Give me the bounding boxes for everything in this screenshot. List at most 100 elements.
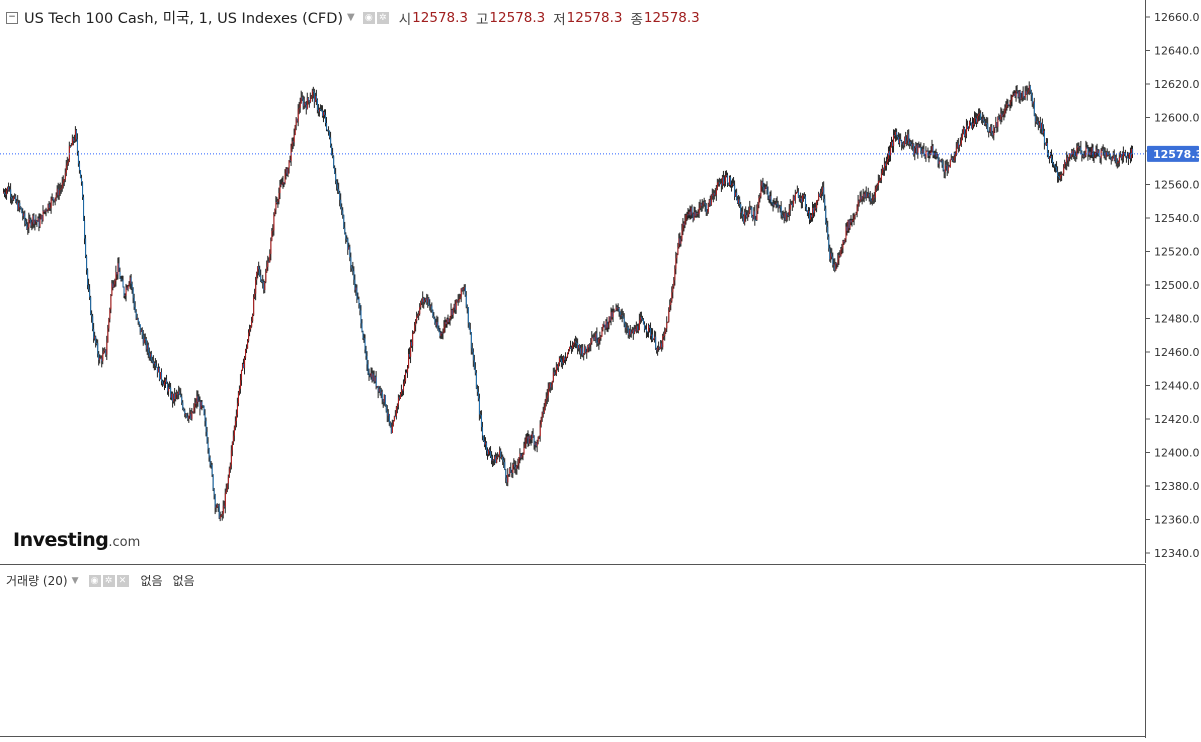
candle-body [469,329,471,333]
candle-body [369,375,371,377]
low-label: 저 [553,11,566,28]
candle-body [422,297,424,303]
candle-body [370,373,372,377]
candle-body [1003,113,1005,115]
candle-body [484,440,486,445]
candle-body [989,131,991,133]
candle-body [159,367,161,380]
candle-body [878,180,880,182]
chevron-down-icon[interactable]: ▼ [71,575,79,586]
candle-body [385,405,387,412]
candle-body [720,183,722,186]
candle-body [1016,90,1018,92]
candle-body [1114,157,1116,161]
candle-body [267,261,269,267]
candle-body [620,315,622,317]
candle-body [262,280,264,283]
candle-body [194,402,196,408]
candle-body [464,287,466,296]
candle-body [866,196,868,198]
volume-pane[interactable] [0,564,1146,738]
candle-body [735,192,737,197]
candle-body [166,379,168,384]
candle-body [80,170,82,178]
candle-body [539,424,541,437]
gear-icon[interactable]: ✲ [102,574,115,587]
candle-body [38,218,40,227]
candle-body [701,204,703,206]
candle-body [110,295,112,310]
volume-title[interactable]: 거래량 (20) [6,574,68,588]
candle-body [376,386,378,388]
candle-body [525,438,527,444]
candle-body [95,336,97,343]
candle-body [363,338,365,340]
candle-body [1005,107,1007,110]
candle-body [489,449,491,452]
candle-body [13,197,15,200]
price-pane[interactable] [0,0,1146,563]
candle-body [413,331,415,334]
candle-body [777,205,779,208]
logo-main: Investing [13,529,109,551]
candle-body [235,414,237,422]
candle-body [668,310,670,322]
candle-body [886,162,888,166]
candle-body [836,262,838,265]
candle-body [565,357,567,360]
collapse-icon[interactable]: − [6,11,18,24]
candle-body [975,117,977,119]
candle-body [340,199,342,208]
gear-icon[interactable]: ✲ [376,11,389,24]
candle-body [198,400,200,402]
candle-body [100,357,102,359]
candle-body [380,391,382,394]
candle-body [784,213,786,220]
candle-body [1063,167,1065,174]
visibility-icon[interactable]: ◉ [88,574,101,587]
candle-body [773,204,775,206]
candle-body [65,165,67,173]
candle-body [966,125,968,134]
candle-body [818,193,820,201]
candle-body [173,393,175,402]
candle-body [996,122,998,127]
candle-body [506,477,508,483]
candle-body [223,505,225,507]
candle-body [271,230,273,241]
candle-body [1102,149,1104,152]
candle-body [350,257,352,266]
candle-body [1082,155,1084,157]
candle-body [598,339,600,344]
candle-body [704,203,706,206]
candle-body [995,122,997,128]
candle-body [919,146,921,148]
candle-body [958,145,960,148]
candle-body [282,182,284,185]
candle-body [727,175,729,184]
candle-body [688,211,690,215]
instrument-title[interactable]: US Tech 100 Cash, 미국, 1, US Indexes (CFD… [24,11,344,27]
candle-body [152,361,154,364]
candle-body [286,168,288,175]
candle-body [300,97,302,104]
visibility-icon[interactable]: ◉ [362,11,375,24]
candle-body [1038,121,1040,126]
candle-body [843,240,845,243]
candle-body [1070,154,1072,157]
candle-body [560,358,562,360]
candle-body [748,212,750,215]
candle-body [1010,100,1012,102]
candle-body [277,200,279,203]
candle-body [451,309,453,315]
close-icon[interactable]: ✕ [116,574,129,587]
candle-body [736,192,738,200]
candle-body [538,436,540,438]
candle-body [1099,156,1101,159]
candle-body [315,95,317,100]
candle-body [1021,91,1023,98]
candle-body [695,213,697,216]
candle-body [1032,101,1034,104]
chevron-down-icon[interactable]: ▼ [347,12,355,23]
